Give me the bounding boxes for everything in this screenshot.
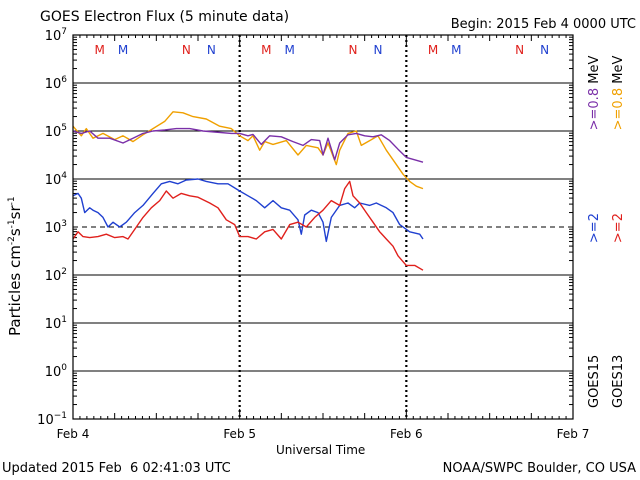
y-tick-label-1e5: 105	[45, 123, 67, 140]
y-axis-label-sr: sr	[6, 205, 24, 220]
y-tick-base: 10	[45, 317, 62, 332]
x-tick-label: Feb 4	[57, 427, 90, 441]
orbit-mark-n: N	[207, 43, 216, 57]
y-axis-label: Particles cm-2s-1sr-1	[6, 196, 24, 336]
y-axis-label-base: Particles cm	[6, 245, 24, 336]
y-tick-exponent: 4	[61, 171, 67, 181]
y-axis-label-exp2: -1	[7, 219, 17, 229]
y-tick-exponent: 1	[61, 315, 67, 325]
y-tick-exponent: 2	[61, 267, 67, 277]
y-tick-label-1e6: 106	[45, 75, 68, 92]
orbit-mark-m: M	[451, 43, 461, 57]
updated-timestamp: Updated 2015 Feb 6 02:41:03 UTC	[2, 461, 231, 476]
y-tick-label-1e2: 102	[45, 267, 67, 284]
orbit-mark-m: M	[118, 43, 128, 57]
y-tick-exponent: 6	[61, 75, 67, 85]
legend-goes15-sat: GOES15	[587, 354, 602, 408]
orbit-mark-n: N	[349, 43, 358, 57]
y-axis-label-exp3: -1	[7, 196, 17, 206]
y-tick-base: 10	[45, 173, 62, 188]
legend-goes13-hi: >=0.8	[611, 87, 626, 131]
legend-goes13-unit: MeV	[611, 55, 626, 84]
x-axis-label: Universal Time	[276, 443, 366, 457]
y-tick-exponent: −1	[54, 411, 67, 421]
y-tick-base: 10	[45, 77, 62, 92]
x-tick-label: Feb 5	[223, 427, 256, 441]
x-tick-label: Feb 7	[557, 427, 590, 441]
y-tick-base: 10	[45, 29, 62, 44]
begin-date-label: Begin: 2015 Feb 4 0000 UTC	[450, 17, 636, 32]
legend-goes13-lo: >=2	[611, 213, 626, 244]
x-tick-labels: Feb 4 Feb 5 Feb 6 Feb 7	[57, 427, 590, 441]
y-tick-base: 10	[45, 125, 62, 140]
y-tick-label-1e4: 104	[45, 171, 68, 188]
y-tick-base: 10	[45, 365, 62, 380]
y-tick-exponent: 5	[61, 123, 67, 133]
y-tick-base: 10	[37, 413, 54, 428]
chart-title: GOES Electron Flux (5 minute data)	[40, 9, 290, 25]
plot-frame	[72, 34, 574, 420]
y-tick-label-1e0: 100	[45, 363, 68, 380]
y-tick-label-1e-1: 10−1	[37, 411, 67, 428]
grid-layer	[73, 35, 573, 419]
orbit-mark-n: N	[182, 43, 191, 57]
series-line-goes13-2-mev	[72, 180, 424, 271]
legend-goes15-hi: >=0.8	[587, 87, 602, 131]
y-tick-label-1e3: 103	[45, 219, 67, 236]
y-tick-exponent: 0	[61, 363, 67, 373]
source-credit: NOAA/SWPC Boulder, CO USA	[442, 461, 636, 476]
series-line-goes15-2-mev	[72, 178, 424, 243]
legend-goes15-unit: MeV	[587, 55, 602, 84]
series-layer	[72, 111, 424, 271]
y-tick-base: 10	[45, 221, 62, 236]
orbit-mark-m: M	[94, 43, 104, 57]
y-tick-label-1e7: 107	[45, 27, 67, 44]
legend-goes15-lo: >=2	[587, 213, 602, 244]
orbit-mark-n: N	[540, 43, 549, 57]
y-tick-exponent: 3	[61, 219, 67, 229]
y-tick-base: 10	[45, 269, 62, 284]
x-tick-label: Feb 6	[390, 427, 423, 441]
orbit-mark-m: M	[261, 43, 271, 57]
legend-goes13: GOES13 >=2 >=0.8 MeV	[611, 55, 626, 408]
orbit-mark-m: M	[428, 43, 438, 57]
y-tick-label-1e1: 101	[45, 315, 67, 332]
y-axis-label-exp1: -2	[7, 236, 17, 246]
y-axis-label-s: s	[6, 228, 24, 237]
orbit-mark-n: N	[515, 43, 524, 57]
orbit-mark-m: M	[284, 43, 294, 57]
series-line-goes15-0-8-mev	[72, 127, 424, 163]
y-tick-exponent: 7	[61, 27, 67, 37]
legend-goes13-sat: GOES13	[611, 354, 626, 408]
series-line-goes13-0-8-mev	[72, 111, 424, 190]
frame-layer	[72, 34, 574, 420]
legend-goes15: GOES15 >=2 >=0.8 MeV	[587, 55, 602, 408]
orbit-mark-n: N	[374, 43, 383, 57]
